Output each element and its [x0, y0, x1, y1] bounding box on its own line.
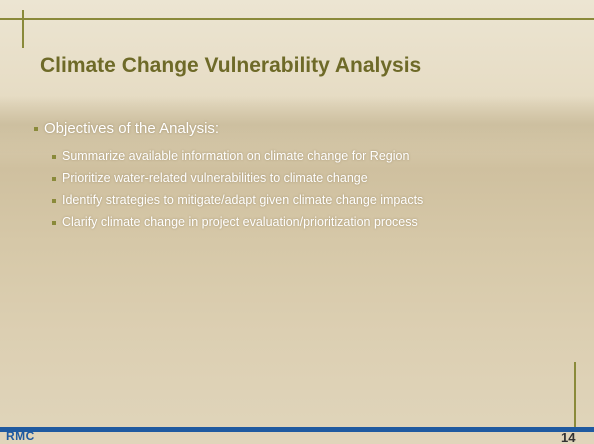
sub-item: Summarize available information on clima…: [52, 145, 423, 167]
right-rule: [574, 362, 576, 432]
sub-item: Clarify climate change in project evalua…: [52, 211, 423, 233]
left-rule: [22, 10, 24, 48]
bullet-marker: [52, 199, 56, 203]
bullet: Objectives of the Analysis:: [34, 120, 219, 137]
sub-item: Prioritize water-related vulnerabilities…: [52, 167, 423, 189]
sub-item-text: Summarize available information on clima…: [62, 149, 409, 163]
top-rule: [0, 18, 594, 20]
slide: Climate Change Vulnerability Analysis Ob…: [0, 0, 594, 444]
sub-item-text: Prioritize water-related vulnerabilities…: [62, 171, 368, 185]
page: Climate Change Vulnerability Analysis Ob…: [0, 0, 594, 444]
bullet-marker: [52, 177, 56, 181]
sub-list: Summarize available information on clima…: [52, 145, 423, 233]
logo: RMC: [6, 429, 35, 443]
sub-item-text: Identify strategies to mitigate/adapt gi…: [62, 193, 423, 207]
footer-bar: [0, 427, 594, 432]
slide-title: Climate Change Vulnerability Analysis: [40, 54, 421, 78]
bullet-marker: [34, 127, 38, 131]
bullet-marker: [52, 221, 56, 225]
bullet-text: Objectives of the Analysis:: [44, 120, 219, 137]
sub-item-text: Clarify climate change in project evalua…: [62, 215, 418, 229]
sub-item: Identify strategies to mitigate/adapt gi…: [52, 189, 423, 211]
bullet-marker: [52, 155, 56, 159]
page-number: 14: [561, 430, 575, 444]
